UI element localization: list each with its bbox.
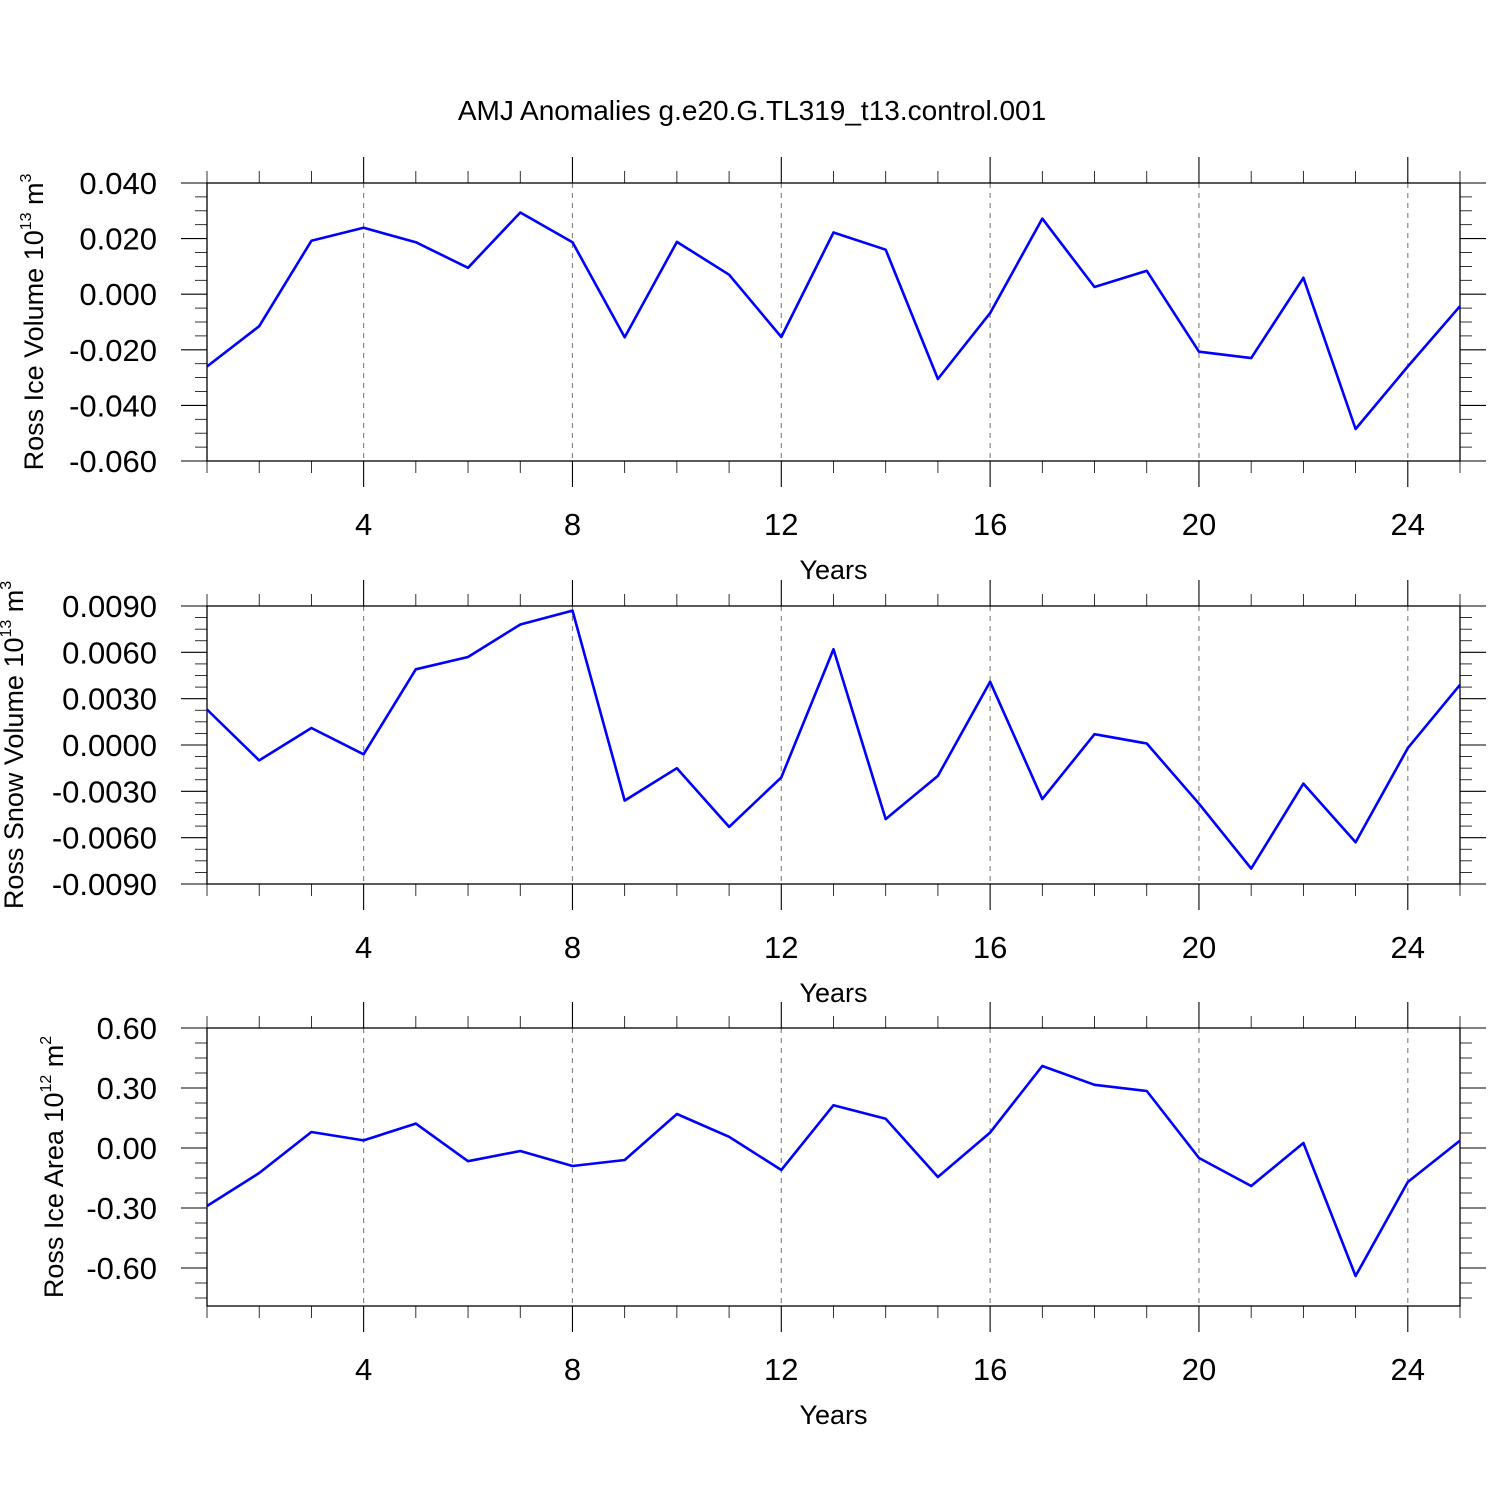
y-tick-label: -0.060 — [69, 444, 157, 479]
x-axis-label: Years — [799, 555, 867, 585]
y-tick-label: -0.0030 — [52, 774, 157, 809]
y-tick-label: -0.040 — [69, 388, 157, 423]
y-axis-label-text: Ross Ice Volume 10 — [19, 230, 49, 470]
y-axis-label-exponent: 3 — [0, 581, 15, 590]
x-axis-label: Years — [799, 1400, 867, 1430]
x-tick-label: 8 — [564, 930, 581, 965]
y-axis-label: Ross Snow Volume 1013 m3 — [0, 581, 29, 909]
x-tick-label: 8 — [564, 1352, 581, 1387]
plot-frame — [206, 1027, 1461, 1307]
panels: 4 8 12 16 20 240.0400.0200.000-0.020-0.040-0.… — [0, 157, 1486, 1430]
x-tick-label: 4 — [355, 1352, 372, 1387]
y-tick-label: -0.0060 — [52, 821, 157, 856]
plot-frame — [206, 605, 1461, 885]
y-axis-label-text: m — [0, 590, 29, 620]
x-tick-label: 24 — [1391, 507, 1425, 542]
x-tick-label: 12 — [764, 1352, 798, 1387]
x-tick-label: 16 — [973, 507, 1007, 542]
y-tick-label: -0.0090 — [52, 867, 157, 902]
y-tick-label: 0.020 — [79, 222, 157, 257]
panel-2: 4 8 12 16 20 24 0.0090 0.0060 0.0030 0.0000 -0.003… — [0, 580, 1486, 1008]
y-axis-label-exponent: 12 — [38, 1075, 55, 1093]
series-line — [206, 1064, 1461, 1278]
y-axis-label: Ross Ice Volume 1013 m3 — [18, 173, 49, 470]
x-tick-label: 24 — [1391, 930, 1425, 965]
y-tick-label: 0.00 — [97, 1131, 157, 1166]
y-tick-label: 0.0060 — [62, 635, 157, 670]
y-axis-label-exponent: 2 — [38, 1036, 55, 1045]
x-tick-label: 20 — [1182, 1352, 1216, 1387]
x-axis-label: Years — [799, 978, 867, 1008]
y-axis-label-exponent: 13 — [0, 620, 15, 638]
x-tick-label: 12 — [764, 930, 798, 965]
y-axis-label-text: m — [39, 1045, 69, 1075]
y-axis-label-exponent: 3 — [18, 173, 35, 182]
y-tick-label: 0.30 — [97, 1071, 157, 1106]
series-line — [206, 211, 1461, 431]
y-axis-label: Ross Ice Area 1012 m2 — [38, 1036, 69, 1298]
panel-3: 4 8 12 16 20 24 0.60 0.30 0.00 -0.30 -0.60 Years Ros… — [38, 1002, 1486, 1430]
y-tick-label: -0.020 — [69, 333, 157, 368]
x-tick-label: 4 — [355, 930, 372, 965]
y-tick-label: 0.0090 — [62, 589, 157, 624]
y-tick-label: -0.30 — [86, 1191, 157, 1226]
x-tick-label: 4 — [355, 507, 372, 542]
x-tick-label: 20 — [1182, 507, 1216, 542]
y-tick-label: 0.0000 — [62, 728, 157, 763]
x-tick-label: 16 — [973, 1352, 1007, 1387]
x-tick-label: 20 — [1182, 930, 1216, 965]
y-tick-label: 0.60 — [97, 1011, 157, 1046]
chart-title: AMJ Anomalies g.e20.G.TL319_t13.control.… — [458, 95, 1046, 126]
plot-frame — [206, 182, 1461, 462]
y-tick-label: 0.000 — [79, 277, 157, 312]
y-tick-label: -0.60 — [86, 1251, 157, 1286]
y-tick-label: 0.0030 — [62, 682, 157, 717]
y-axis-label-text: Ross Ice Area 10 — [39, 1093, 69, 1299]
y-tick-label: 0.040 — [79, 166, 157, 201]
panel-1: 4 8 12 16 20 24 0.040 0.020 0.000 -0.020 -0.040 -0.… — [18, 157, 1486, 585]
y-axis-label-text: Ross Snow Volume 10 — [0, 638, 29, 910]
y-axis-label-text: m — [19, 182, 49, 212]
series-line — [206, 609, 1462, 870]
y-axis-label-exponent: 13 — [18, 212, 35, 230]
x-tick-label: 12 — [764, 507, 798, 542]
x-tick-label: 8 — [564, 507, 581, 542]
x-tick-label: 16 — [973, 930, 1007, 965]
x-tick-label: 24 — [1391, 1352, 1425, 1387]
